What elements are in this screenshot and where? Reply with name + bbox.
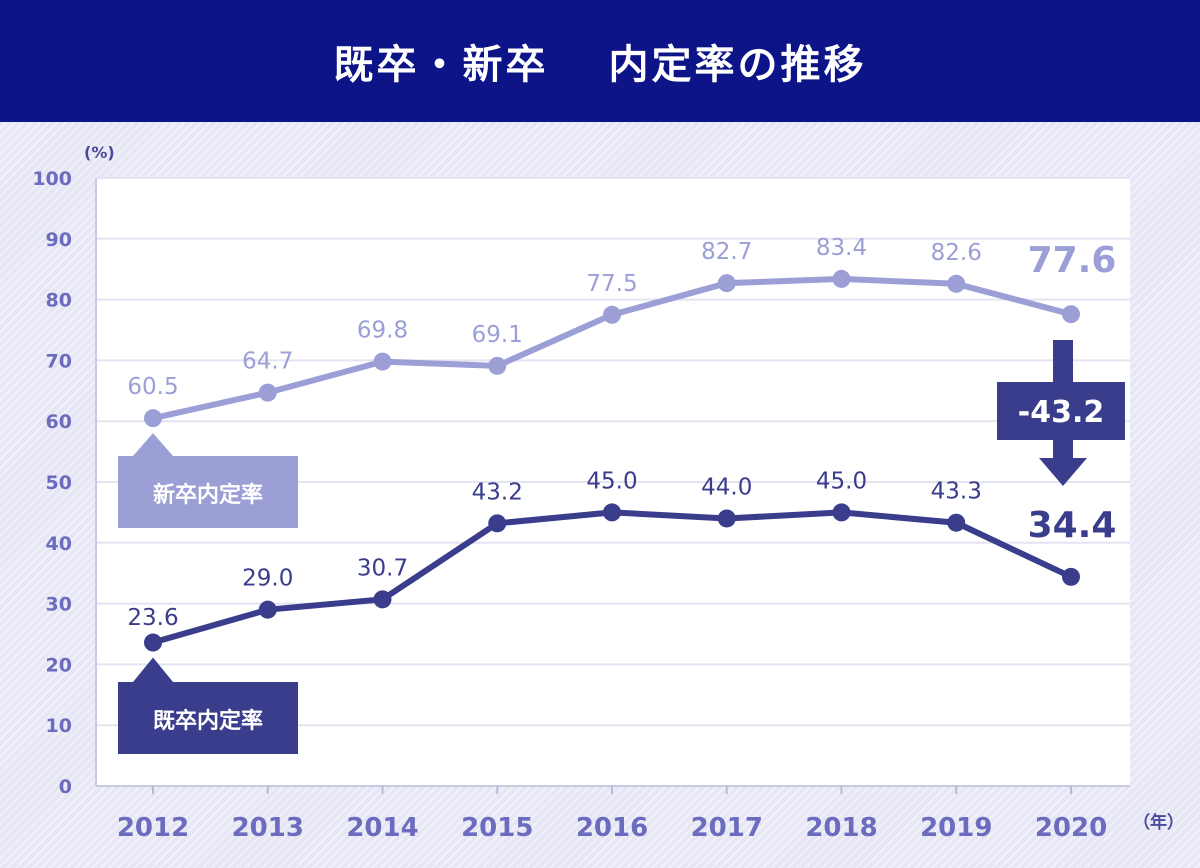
data-label: 23.6: [127, 605, 178, 631]
legend-callout-pointer: [133, 433, 173, 456]
legend-callout-pointer: [133, 657, 173, 682]
data-point: [947, 274, 966, 293]
legend-callout-box: [118, 456, 298, 528]
difference-arrow-shaft-top: [1053, 340, 1073, 384]
y-tick-label: 90: [46, 229, 72, 251]
data-label: 43.3: [931, 479, 982, 505]
data-label: 77.6: [1028, 240, 1117, 281]
x-tick-label: 2016: [576, 813, 648, 843]
data-point: [603, 305, 621, 324]
data-label: 82.6: [931, 240, 982, 266]
x-tick-label: 2020: [1035, 813, 1107, 843]
data-point: [488, 356, 507, 375]
data-label: 69.1: [472, 322, 523, 348]
data-label: 29.0: [242, 566, 293, 592]
difference-arrow-head: [1039, 458, 1087, 486]
data-point: [1062, 305, 1080, 324]
data-point: [832, 503, 851, 522]
data-label: 30.7: [357, 555, 408, 581]
data-label: 45.0: [586, 468, 637, 494]
x-tick-label: 2017: [691, 813, 763, 843]
data-label: 69.8: [357, 318, 408, 344]
y-tick-label: 50: [46, 472, 72, 494]
y-tick-label: 20: [46, 654, 72, 676]
data-label: 34.4: [1028, 505, 1117, 546]
data-point: [144, 633, 162, 652]
data-point: [373, 590, 392, 609]
x-tick-label: 2014: [346, 813, 418, 843]
data-point: [832, 269, 851, 288]
data-point: [717, 274, 736, 293]
x-tick-label: 2012: [117, 813, 189, 843]
y-tick-label: 10: [46, 715, 72, 737]
data-label: 45.0: [816, 468, 867, 494]
x-axis-unit: （年）: [1133, 812, 1184, 833]
legend-label: 既卒内定率: [153, 708, 263, 734]
data-label: 82.7: [701, 239, 752, 265]
data-label: 77.5: [586, 271, 637, 297]
data-point: [258, 383, 277, 402]
data-point: [947, 513, 966, 532]
title-banner: 既卒・新卒 内定率の推移: [0, 0, 1200, 122]
y-tick-label: 0: [59, 776, 72, 798]
y-tick-label: 60: [46, 411, 72, 433]
x-tick-label: 2019: [920, 813, 992, 843]
y-tick-label: 40: [46, 533, 72, 555]
y-tick-label: 80: [46, 290, 72, 312]
legend-callout-box: [118, 682, 298, 754]
y-tick-label: 30: [46, 594, 72, 616]
x-tick-label: 2018: [805, 813, 877, 843]
data-label: 64.7: [242, 349, 293, 375]
difference-label: -43.2: [1018, 395, 1104, 430]
data-label: 60.5: [127, 374, 178, 400]
y-tick-label: 100: [32, 168, 72, 190]
data-point: [258, 600, 277, 619]
x-tick-label: 2015: [461, 813, 533, 843]
difference-label-box: [997, 382, 1125, 440]
data-point: [717, 509, 736, 528]
data-point: [373, 352, 392, 371]
y-axis-unit: (%): [84, 143, 115, 162]
data-label: 83.4: [816, 235, 867, 261]
data-label: 44.0: [701, 474, 752, 500]
data-point: [603, 503, 621, 522]
x-tick-label: 2013: [232, 813, 304, 843]
y-tick-label: 70: [46, 350, 72, 372]
difference-arrow-shaft-bottom: [1053, 440, 1073, 460]
data-point: [1062, 567, 1080, 586]
data-label: 43.2: [472, 479, 523, 505]
data-point: [488, 514, 507, 533]
legend-label: 新卒内定率: [153, 482, 263, 508]
chart-title: 既卒・新卒 内定率の推移: [333, 42, 867, 88]
data-point: [144, 409, 162, 428]
